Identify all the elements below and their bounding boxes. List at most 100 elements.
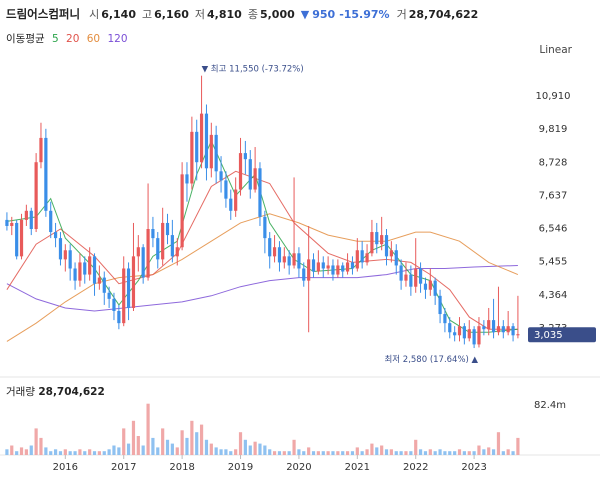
- candle-body: [258, 168, 262, 217]
- candle-body: [19, 219, 24, 257]
- volume-bar: [141, 445, 145, 455]
- volume-panel-label: 거래량: [6, 386, 35, 398]
- candle-body: [199, 113, 204, 163]
- volume-bar: [506, 449, 510, 455]
- volume-bar: [375, 447, 379, 455]
- quote-header: 드림어스컴퍼니 시 6,140 고 6,160 저 4,810 종 5,000 …: [6, 5, 484, 23]
- volume-bar: [68, 451, 72, 455]
- last-price-label: 3,035: [534, 330, 563, 341]
- candle-body: [282, 256, 286, 263]
- candle-body: [428, 280, 432, 290]
- ma20-legend: 20: [66, 33, 80, 45]
- volume-bar: [219, 449, 223, 455]
- low-value: 4,810: [207, 7, 242, 21]
- change-value: 950: [312, 7, 336, 21]
- candle-body: [53, 232, 58, 239]
- volume-bar: [102, 451, 106, 455]
- volume-bar: [331, 451, 335, 455]
- candle-body: [15, 222, 19, 257]
- volume-bar: [19, 447, 24, 455]
- candle-body: [467, 329, 471, 339]
- candle-body: [448, 323, 452, 333]
- high-label: 고: [141, 8, 153, 21]
- candle-body: [350, 262, 355, 269]
- candle-body: [375, 232, 379, 245]
- volume-bar: [88, 449, 92, 455]
- close-label: 종: [247, 8, 258, 21]
- min-price-annotation: 최저 2,580 (17.64%) ▲: [384, 354, 478, 365]
- volume-bar: [438, 449, 442, 455]
- candle-body: [516, 334, 520, 336]
- candle-body: [92, 256, 97, 284]
- volume-bar: [370, 443, 374, 455]
- candle-body: [83, 262, 87, 275]
- volume-bar: [292, 439, 296, 455]
- ma60-legend: 60: [86, 33, 101, 45]
- candle-body: [175, 247, 179, 257]
- candle-body: [477, 326, 481, 345]
- candle-body: [423, 283, 428, 290]
- volume-bar: [204, 439, 209, 455]
- high-value: 6,160: [154, 7, 189, 21]
- candle-body: [24, 210, 28, 220]
- volume-bar: [39, 437, 43, 455]
- candle-body: [399, 265, 403, 281]
- candle-body: [292, 253, 296, 266]
- price-tick-label: 4,364: [539, 290, 568, 301]
- volume-bar: [487, 447, 491, 455]
- price-tick-label: 5,455: [539, 257, 568, 268]
- candle-body: [141, 247, 145, 278]
- candle-body: [326, 265, 330, 269]
- volume-bar: [282, 451, 286, 455]
- candle-body: [389, 250, 393, 257]
- candle-body: [457, 326, 462, 336]
- volume-bar: [44, 447, 48, 455]
- candle-body: [277, 247, 282, 263]
- volume-bar: [418, 449, 423, 455]
- volume-bar: [234, 449, 238, 455]
- volume-bar: [15, 451, 19, 455]
- volume-bar: [253, 441, 257, 455]
- volume-bar: [117, 447, 121, 455]
- volume-bar: [229, 451, 233, 455]
- volume-bar: [268, 449, 272, 455]
- candle-body: [107, 292, 111, 299]
- volume-panel-value: 28,704,622: [38, 386, 105, 398]
- volume-bar: [404, 451, 408, 455]
- moving-average-legend[interactable]: 이동평균 5 20 60 120: [6, 31, 132, 46]
- candle-body: [253, 168, 257, 190]
- candle-body: [380, 235, 384, 245]
- volume-bar: [112, 445, 116, 455]
- volume-bar: [336, 451, 340, 455]
- candle-body: [302, 268, 306, 281]
- candle-body: [204, 113, 209, 169]
- volume-bar: [399, 451, 403, 455]
- volume-bar: [277, 451, 282, 455]
- candle-body: [438, 295, 442, 315]
- volume-axis-label: 82.4m: [534, 400, 566, 411]
- candle-body: [73, 268, 77, 281]
- candle-body: [360, 250, 364, 263]
- last-price-tag: [528, 327, 596, 343]
- volume-bar: [355, 447, 359, 455]
- scale-toggle[interactable]: Linear: [539, 44, 572, 56]
- open-label: 시: [89, 8, 100, 21]
- candle-body: [88, 256, 92, 275]
- candle-body: [453, 332, 457, 336]
- volume-bar: [511, 451, 515, 455]
- candle-body: [68, 250, 72, 269]
- volume-bar: [341, 451, 345, 455]
- candle-body: [170, 235, 174, 257]
- candle-body: [219, 171, 223, 181]
- volume-bar: [467, 451, 471, 455]
- stock-name: 드림어스컴퍼니: [6, 7, 81, 21]
- price-tick-label: 6,546: [539, 224, 568, 235]
- volume-bar: [258, 443, 262, 455]
- candle-body: [501, 326, 505, 333]
- volume-bar: [380, 445, 384, 455]
- candle-body: [63, 250, 67, 260]
- volume-bar: [263, 445, 267, 455]
- ma120-legend: 120: [107, 33, 128, 45]
- candle-body: [341, 265, 345, 272]
